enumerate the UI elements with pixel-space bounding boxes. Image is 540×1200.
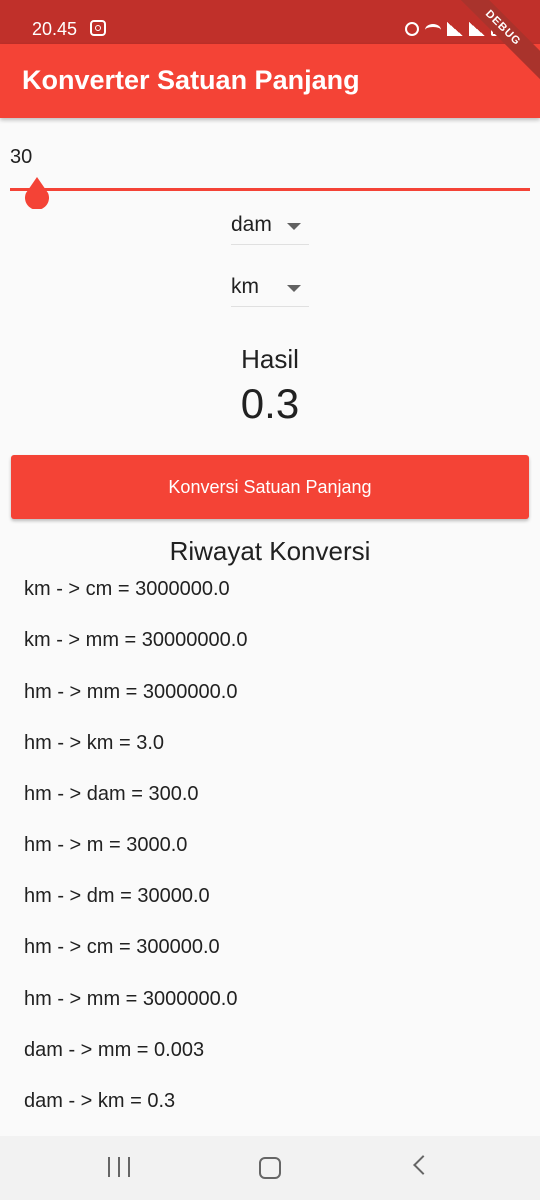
dropdown-from-value: dam	[231, 213, 272, 236]
dropdown-to-unit[interactable]: km	[231, 268, 309, 307]
history-item: dam - > mm = 0.003	[24, 1039, 205, 1061]
result-label: Hasil	[241, 344, 299, 374]
dropdown-to-value: km	[231, 275, 259, 298]
history-item: dam - > km = 0.3	[24, 1090, 176, 1112]
wifi-icon	[425, 24, 441, 36]
dropdown-from-unit[interactable]: dam	[231, 206, 309, 245]
system-nav-bar	[0, 1136, 540, 1200]
history-item: km - > cm = 3000000.0	[24, 578, 230, 600]
alarm-icon	[405, 22, 419, 36]
history-item: km - > mm = 30000000.0	[24, 629, 248, 651]
debug-label: DEBUG	[460, 0, 540, 80]
slider-value-label: 30	[10, 146, 33, 168]
app-bar: Konverter Satuan Panjang	[0, 44, 540, 118]
status-bar: 20.45	[0, 0, 540, 44]
signal-icon-2	[469, 22, 485, 36]
chevron-down-icon	[287, 285, 301, 292]
history-item: hm - > m = 3000.0	[24, 834, 188, 856]
history-item: hm - > mm = 3000000.0	[24, 681, 238, 703]
back-icon[interactable]	[413, 1155, 433, 1175]
home-icon[interactable]	[259, 1157, 281, 1179]
recent-apps-icon[interactable]	[108, 1157, 130, 1177]
history-title: Riwayat Konversi	[169, 536, 371, 566]
chevron-down-icon	[287, 223, 301, 230]
app-title: Konverter Satuan Panjang	[22, 65, 360, 95]
slider-thumb[interactable]	[23, 175, 51, 209]
debug-banner: DEBUG	[460, 0, 540, 80]
status-time: 20.45	[32, 19, 78, 39]
result-value: 0.3	[240, 380, 300, 427]
history-item: hm - > mm = 3000000.0	[24, 988, 238, 1010]
signal-icon	[447, 22, 463, 36]
history-item: hm - > dm = 30000.0	[24, 885, 210, 907]
slider-track[interactable]	[10, 188, 530, 191]
convert-button[interactable]: Konversi Satuan Panjang	[11, 455, 529, 519]
history-item: hm - > cm = 300000.0	[24, 936, 220, 958]
instagram-icon	[90, 20, 106, 36]
history-item: hm - > dam = 300.0	[24, 783, 199, 805]
history-item: hm - > km = 3.0	[24, 732, 165, 754]
